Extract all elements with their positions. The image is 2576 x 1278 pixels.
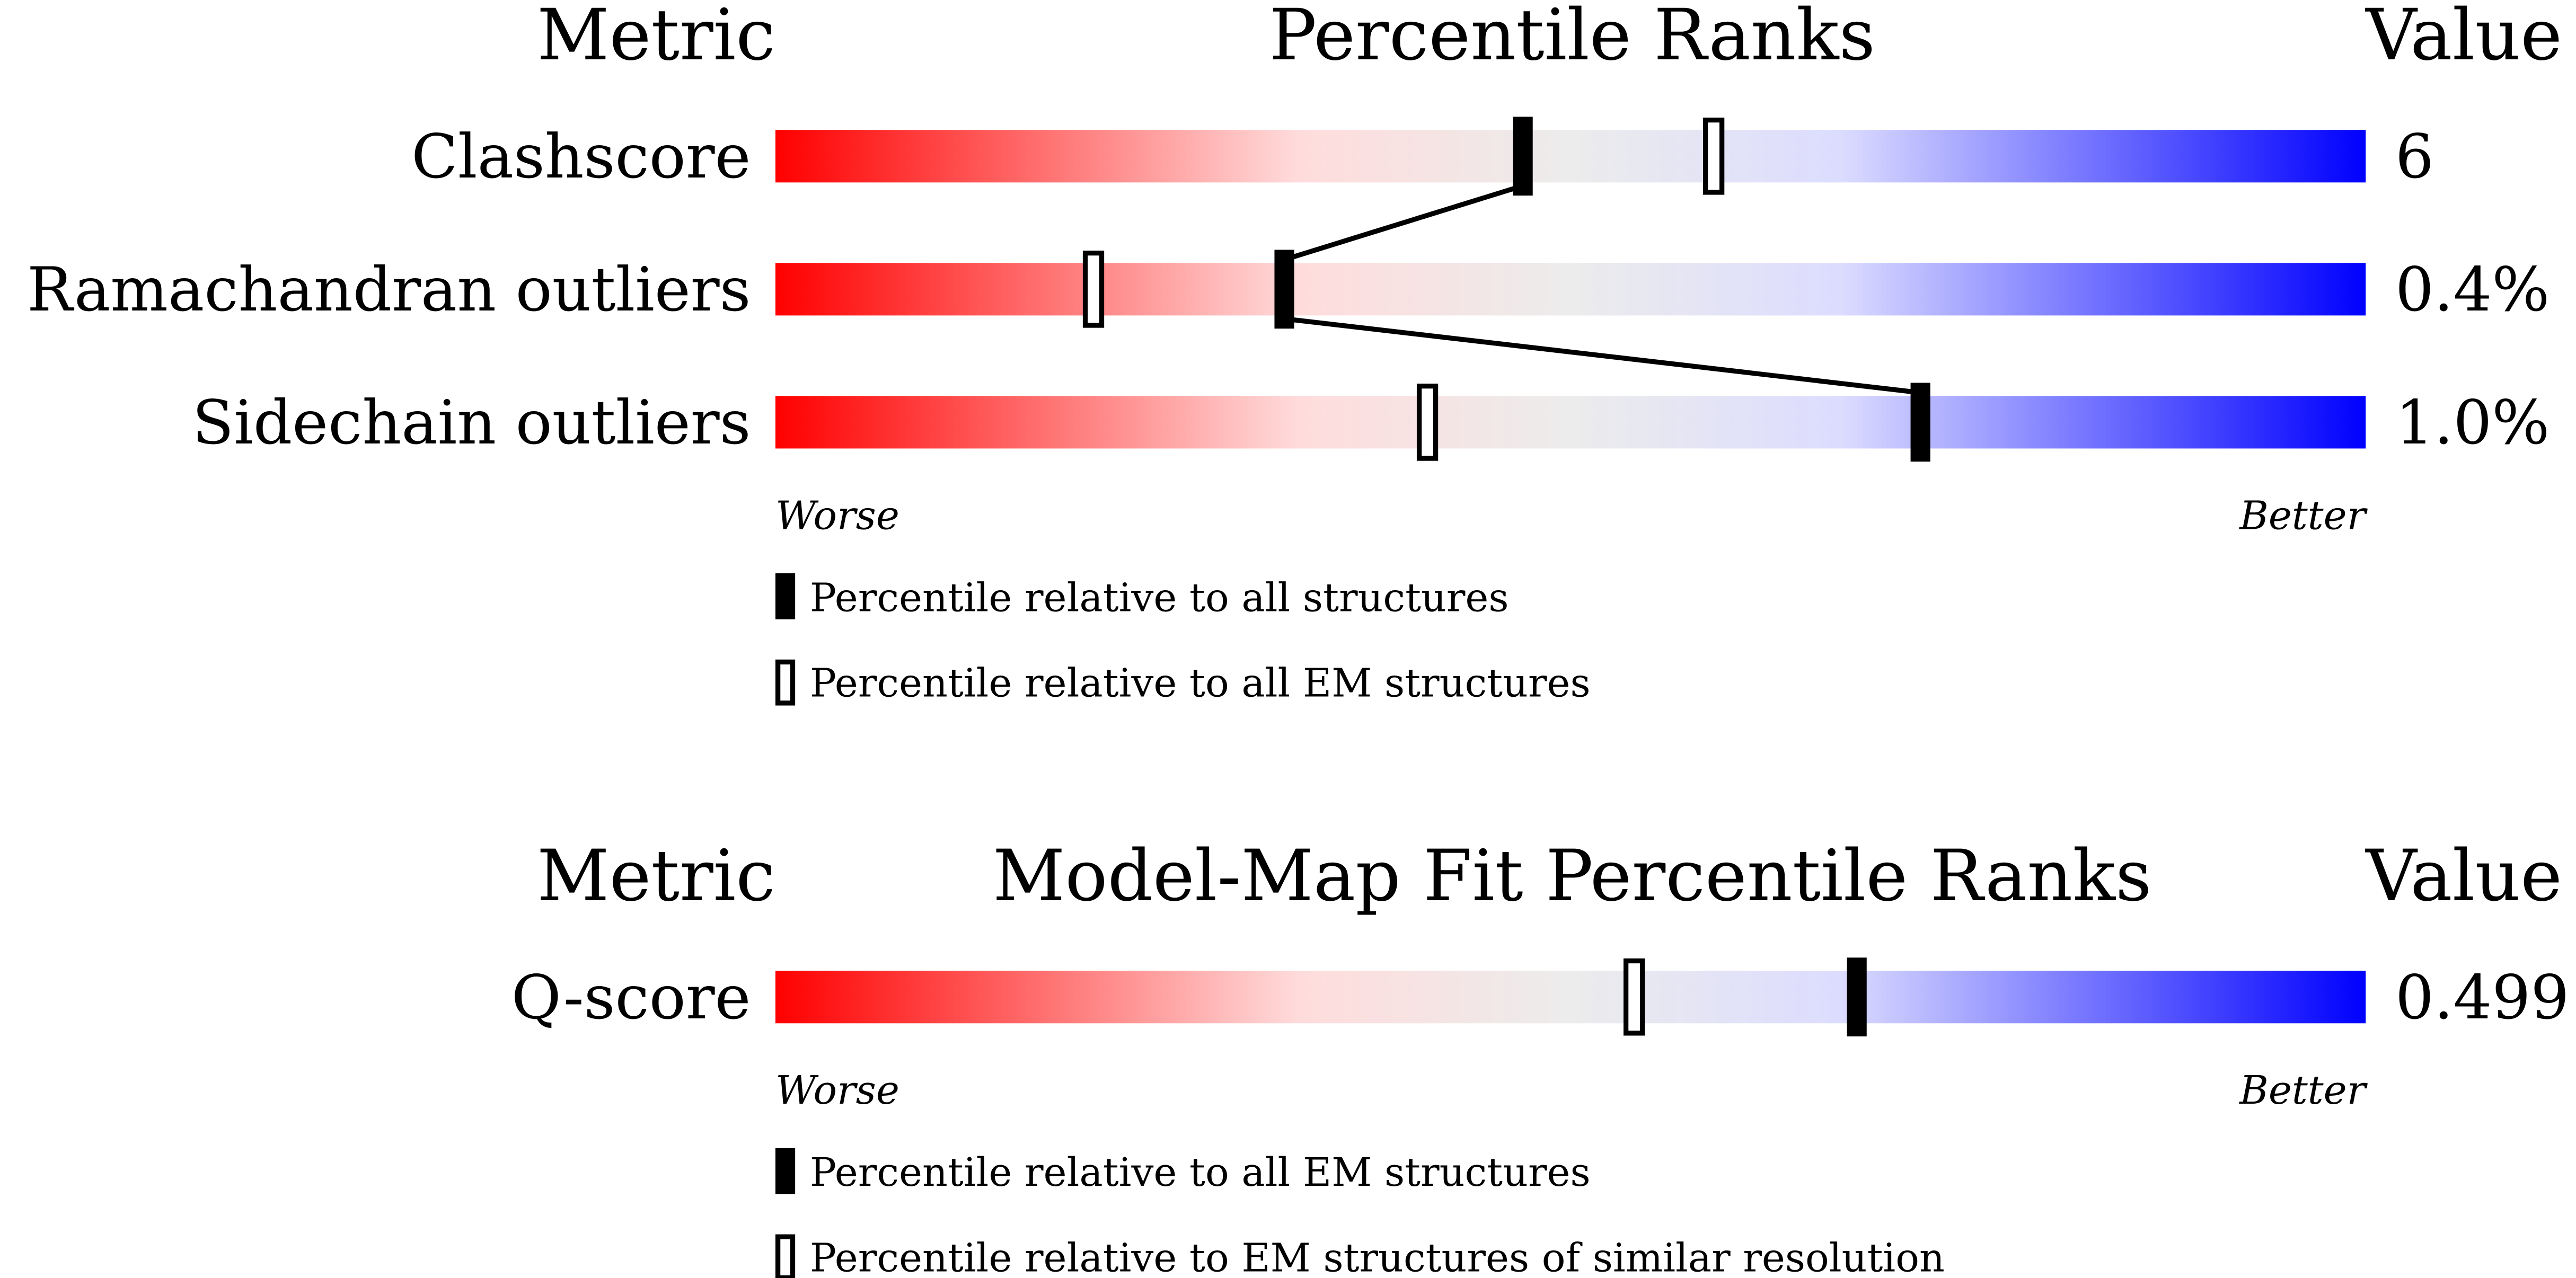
better-label: Better [2238, 492, 2368, 538]
metric-header: Metric [537, 0, 775, 76]
legend-swatch [775, 659, 796, 706]
value-header: Value [2365, 0, 2562, 76]
marker-open [1623, 958, 1645, 1036]
legend-label: Percentile relative to EM structures of … [810, 1235, 1945, 1278]
legend-swatch [775, 1148, 796, 1194]
marker-filled [1910, 383, 1930, 462]
marker-open [1702, 117, 1725, 195]
value-header: Value [2365, 835, 2562, 917]
percentile-bar [775, 971, 2366, 1024]
legend-label: Percentile relative to all structures [810, 574, 1509, 620]
chart-title: Model-Map Fit Percentile Ranks [993, 835, 2152, 917]
legend-swatch [775, 1234, 796, 1278]
connector [1283, 183, 1524, 262]
percentile-bar [775, 263, 2366, 316]
metric-name: Ramachandran outliers [27, 255, 751, 325]
metric-value: 0.499 [2395, 963, 2569, 1033]
legend-label: Percentile relative to all EM structures [810, 660, 1591, 706]
metric-header: Metric [537, 835, 775, 917]
marker-filled [1847, 957, 1867, 1037]
metric-name: Clashscore [411, 122, 751, 192]
metric-name: Sidechain outliers [192, 388, 751, 458]
metric-value: 6 [2395, 122, 2434, 192]
marker-filled [1513, 117, 1533, 196]
marker-open [1416, 384, 1439, 461]
marker-open [1082, 250, 1105, 328]
legend-swatch [775, 573, 796, 619]
metric-name: Q-score [511, 963, 751, 1033]
percentile-bar [775, 130, 2366, 183]
metric-value: 1.0% [2395, 388, 2549, 458]
percentile-bar [775, 396, 2366, 449]
metric-value: 0.4% [2395, 255, 2549, 325]
worse-label: Worse [775, 492, 899, 538]
better-label: Better [2238, 1067, 2368, 1113]
marker-filled [1274, 250, 1294, 329]
connector [1284, 316, 1921, 395]
worse-label: Worse [775, 1067, 899, 1113]
chart-title: Percentile Ranks [1269, 0, 1875, 76]
legend-label: Percentile relative to all EM structures [810, 1149, 1591, 1195]
